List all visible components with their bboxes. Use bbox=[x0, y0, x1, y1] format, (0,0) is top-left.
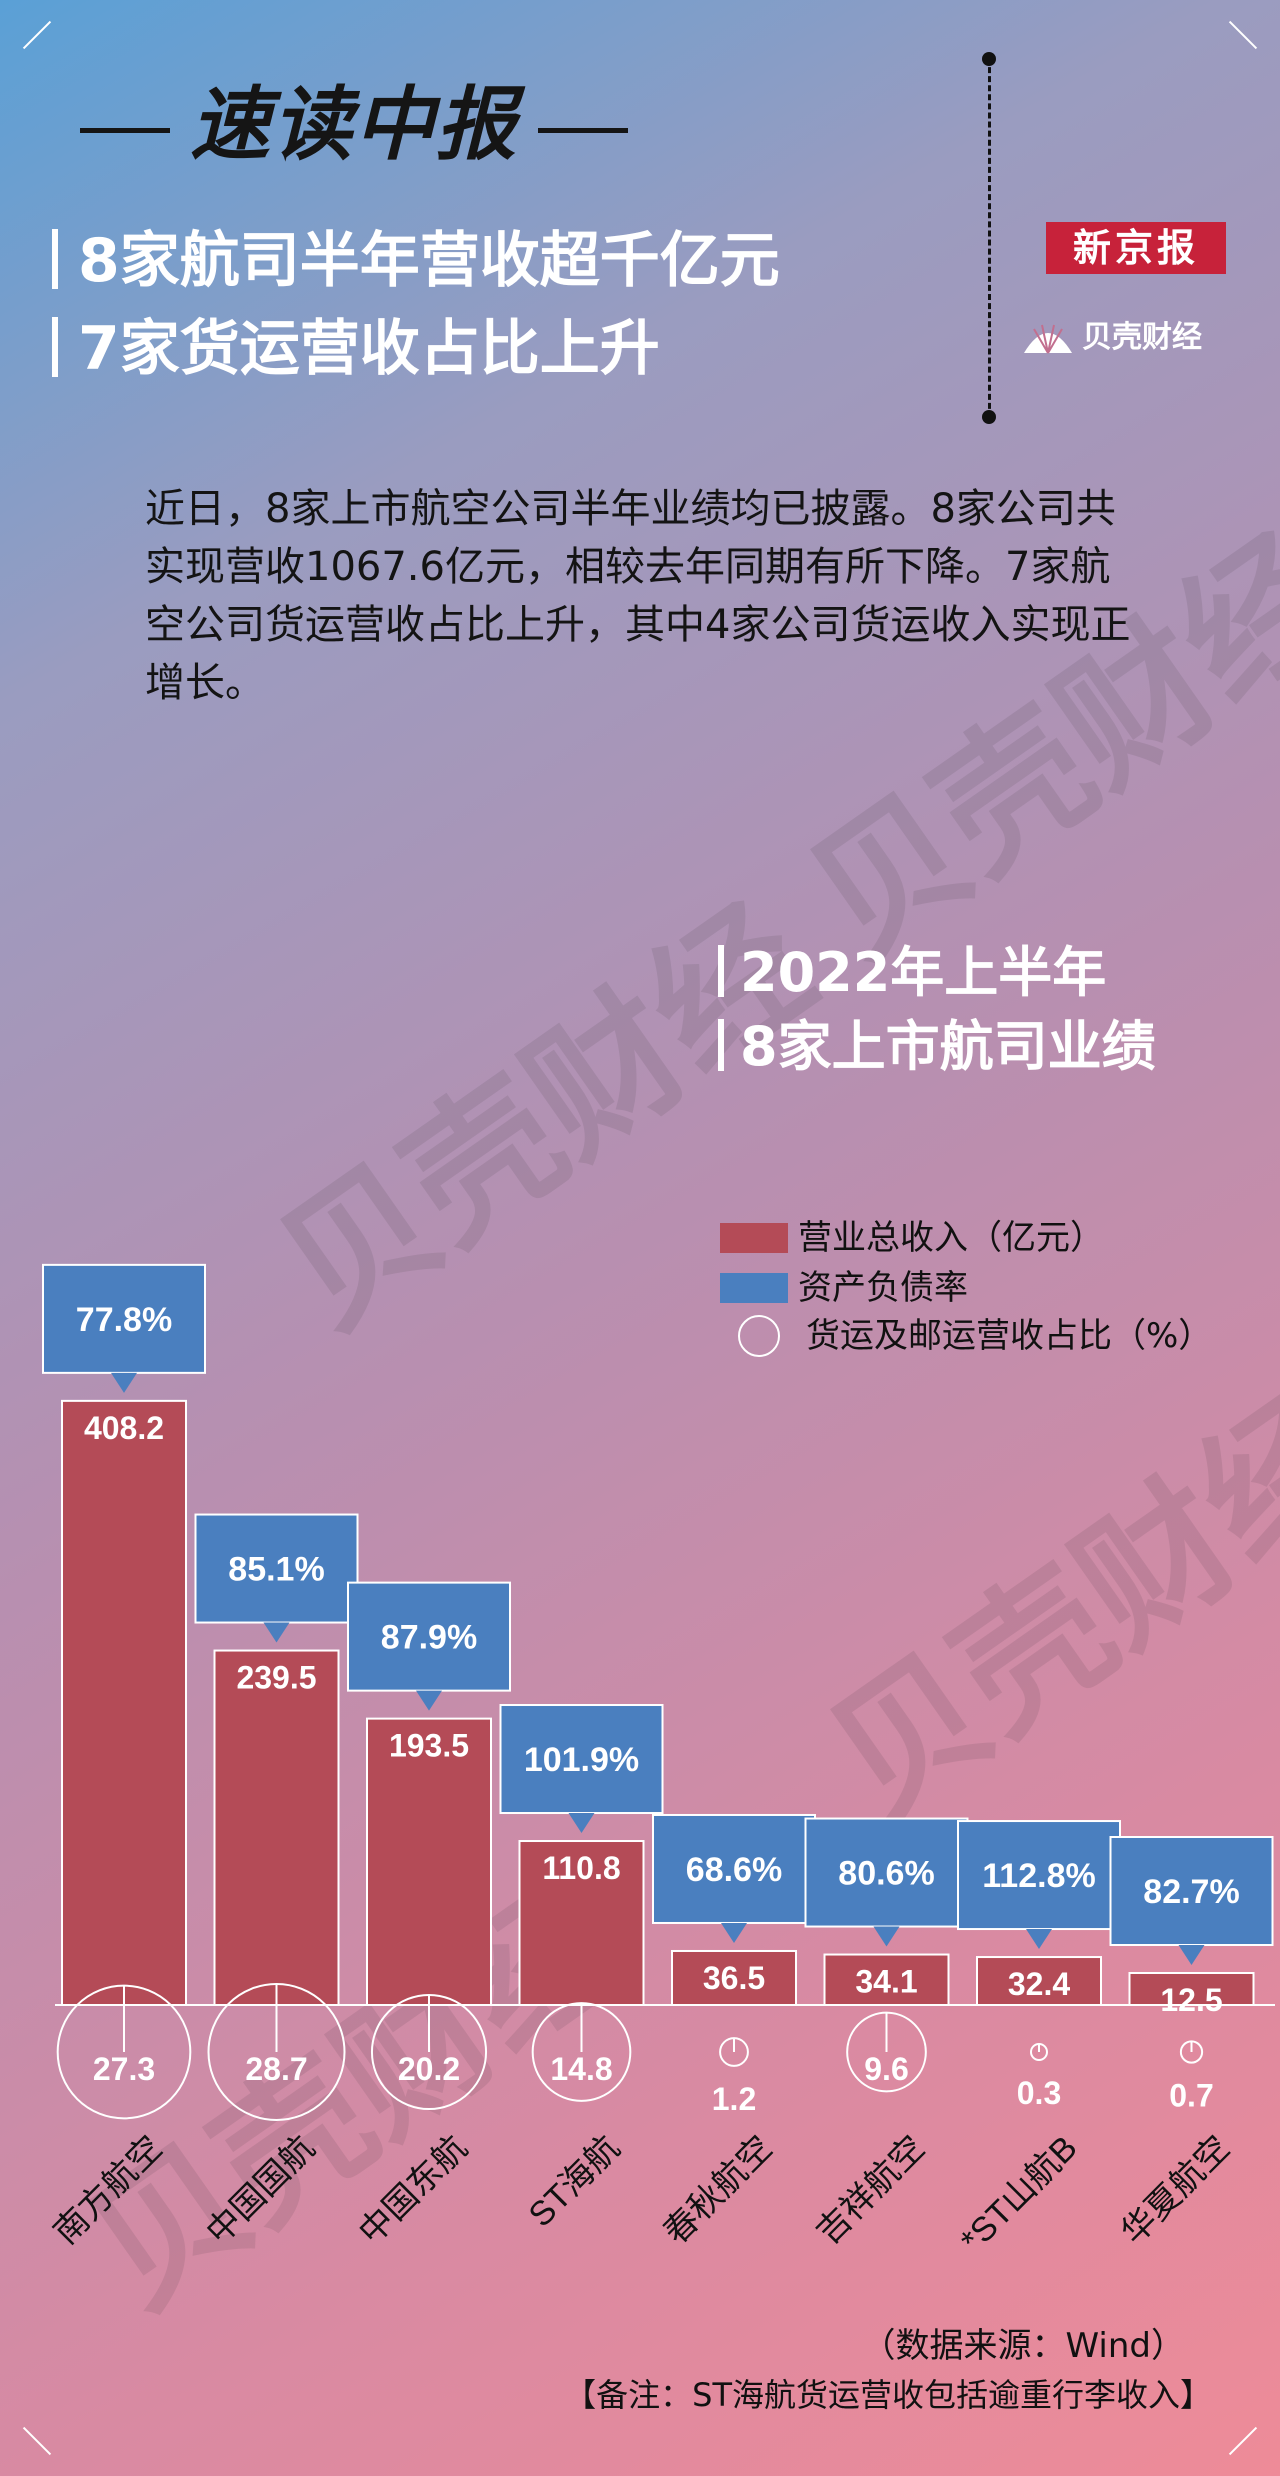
revenue-label: 193.5 bbox=[389, 1728, 469, 1764]
cargo-label: 14.8 bbox=[550, 2051, 612, 2087]
category-label: 吉祥航空 bbox=[809, 2129, 932, 2252]
divider-dot bbox=[982, 410, 996, 424]
title-dash-right bbox=[538, 127, 628, 133]
revenue-bar bbox=[1128, 1972, 1255, 2006]
chart-title-2-text: 8家上市航司业绩 bbox=[740, 1015, 1156, 1078]
revenue-label: 34.1 bbox=[855, 1964, 917, 2000]
debt-callout bbox=[499, 1704, 664, 1815]
debt-label: 112.8% bbox=[982, 1857, 1095, 1895]
chart-title-1-text: 2022年上半年 bbox=[740, 941, 1107, 1004]
cargo-label: 9.6 bbox=[864, 2051, 908, 2087]
legend-revenue: 营业总收入（亿元） bbox=[720, 1210, 1104, 1259]
chart-title-1: 2022年上半年 bbox=[718, 928, 1106, 1007]
legend-swatch-revenue bbox=[720, 1223, 788, 1253]
corner-mark bbox=[1228, 2426, 1258, 2456]
revenue-label: 12.5 bbox=[1160, 1982, 1222, 2018]
legend-label-cargo: 货运及邮运营收占比（%） bbox=[806, 1316, 1213, 1356]
debt-label: 101.9% bbox=[524, 1741, 639, 1779]
debt-label: 82.7% bbox=[1143, 1873, 1239, 1911]
headline-2: 7家货运营收占比上升 bbox=[52, 300, 660, 387]
cargo-label: 0.7 bbox=[1169, 2078, 1213, 2114]
revenue-label: 239.5 bbox=[236, 1660, 316, 1696]
revenue-label: 32.4 bbox=[1008, 1966, 1070, 2002]
category-label: ST海航 bbox=[521, 2129, 627, 2235]
category-label: 华夏航空 bbox=[1114, 2129, 1237, 2252]
legend-cargo: 货运及邮运营收占比（%） bbox=[720, 1308, 1212, 1357]
headline-2-text: 7家货运营收占比上升 bbox=[78, 314, 660, 384]
xjb-logo: 新京报 bbox=[1046, 222, 1226, 274]
debt-callout bbox=[652, 1813, 816, 1924]
callout-pointer bbox=[721, 1922, 747, 1943]
category-label: 中国东航 bbox=[352, 2129, 475, 2252]
beike-logo: 贝壳财经 bbox=[1020, 312, 1202, 359]
debt-callout bbox=[347, 1581, 511, 1692]
callout-pointer bbox=[416, 1690, 442, 1711]
chart-title-2: 8家上市航司业绩 bbox=[718, 1002, 1156, 1081]
category-label: *ST山航B bbox=[954, 2129, 1085, 2260]
divider-dot bbox=[982, 52, 996, 66]
legend-circle-icon bbox=[738, 1315, 780, 1357]
headline-1-text: 8家航司半年营收超千亿元 bbox=[78, 226, 780, 296]
cargo-label: 20.2 bbox=[398, 2051, 460, 2087]
cargo-label: 0.3 bbox=[1017, 2075, 1061, 2111]
cargo-label: 1.2 bbox=[712, 2081, 756, 2117]
debt-callout bbox=[194, 1513, 359, 1624]
header-title-text: 速读中报 bbox=[190, 78, 518, 171]
debt-label: 77.8% bbox=[76, 1301, 172, 1339]
revenue-bar bbox=[61, 1399, 187, 2006]
callout-pointer bbox=[1026, 1929, 1052, 1950]
intro-paragraph: 近日，8家上市航空公司半年业绩均已披露。8家公司共实现营收1067.6亿元，相较… bbox=[145, 486, 1131, 706]
debt-label: 68.6% bbox=[686, 1851, 782, 1889]
revenue-label: 36.5 bbox=[703, 1960, 765, 1996]
debt-callout bbox=[957, 1820, 1121, 1931]
debt-callout bbox=[42, 1263, 206, 1374]
header-title: 速读中报 bbox=[60, 60, 648, 176]
debt-label: 85.1% bbox=[228, 1551, 324, 1589]
revenue-bar bbox=[366, 1717, 492, 2006]
footnote: 【备注：ST海航货运营收包括逾重行李收入】 bbox=[564, 2376, 1212, 2414]
revenue-label: 110.8 bbox=[542, 1850, 620, 1886]
debt-callout bbox=[804, 1817, 969, 1928]
callout-pointer bbox=[263, 1622, 290, 1643]
category-label: 春秋航空 bbox=[657, 2129, 780, 2252]
legend-debt: 资产负债率 bbox=[720, 1260, 968, 1309]
revenue-bar bbox=[518, 1840, 645, 2006]
revenue-label: 408.2 bbox=[84, 1410, 164, 1446]
cargo-label: 28.7 bbox=[245, 2051, 307, 2087]
callout-pointer bbox=[111, 1372, 137, 1393]
headline-1: 8家航司半年营收超千亿元 bbox=[52, 212, 780, 299]
data-source: （数据来源：Wind） bbox=[861, 2326, 1185, 2366]
shell-icon bbox=[1024, 324, 1072, 354]
legend-label-debt: 资产负债率 bbox=[798, 1268, 968, 1308]
divider-line bbox=[988, 58, 991, 418]
debt-label: 87.9% bbox=[381, 1619, 477, 1657]
callout-pointer bbox=[1178, 1945, 1205, 1965]
bar-chart: 408.2 77.8% 27.3 南方航空 239.5 85.1% 28.7 中国国航 193.… bbox=[42, 1263, 1273, 2260]
title-dash-left bbox=[80, 127, 170, 133]
callout-pointer bbox=[568, 1813, 595, 1834]
beike-logo-text: 贝壳财经 bbox=[1082, 320, 1202, 355]
revenue-bar bbox=[213, 1649, 340, 2007]
cargo-label: 27.3 bbox=[93, 2051, 155, 2087]
legend-swatch-debt bbox=[720, 1273, 788, 1303]
corner-mark bbox=[22, 2426, 52, 2456]
debt-label: 80.6% bbox=[838, 1855, 934, 1893]
category-label: 南方航空 bbox=[47, 2129, 170, 2252]
category-label: 中国国航 bbox=[199, 2129, 322, 2252]
revenue-bar bbox=[823, 1953, 950, 2006]
legend-label-revenue: 营业总收入（亿元） bbox=[798, 1218, 1104, 1258]
callout-pointer bbox=[873, 1926, 900, 1947]
